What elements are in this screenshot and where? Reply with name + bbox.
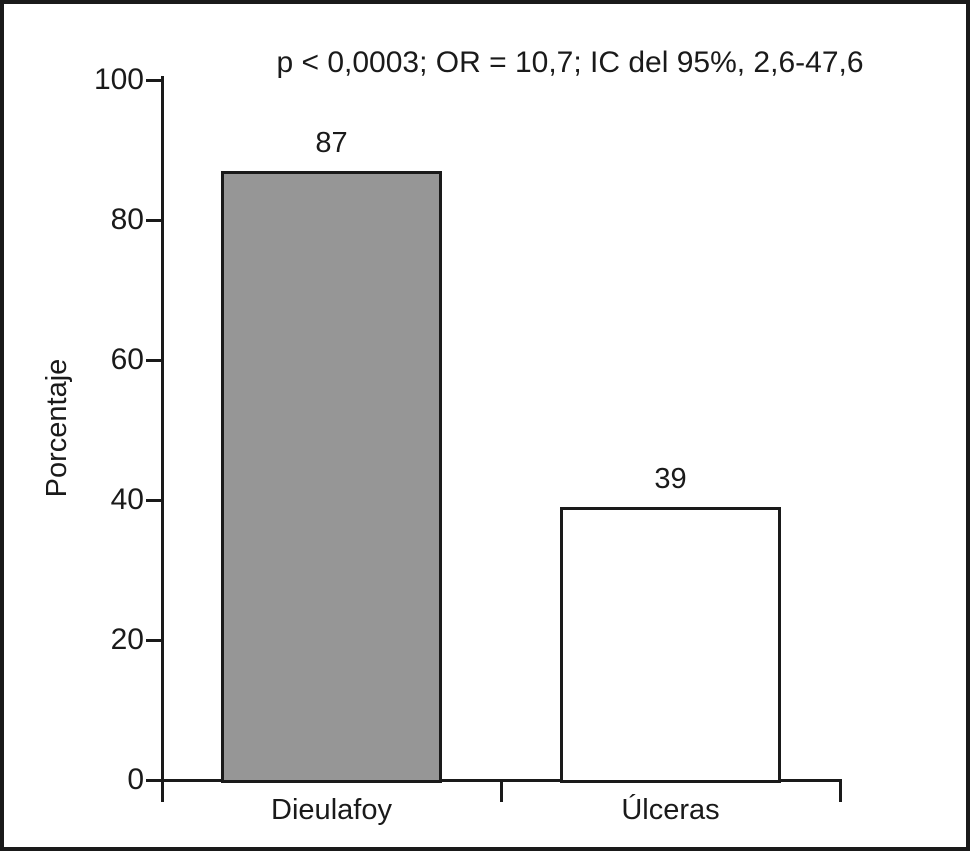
y-tick-mark — [146, 638, 162, 642]
y-tick-mark — [146, 358, 162, 362]
x-category-label-ulceras: Úlceras — [621, 794, 720, 826]
y-tick-label: 20 — [110, 623, 144, 656]
y-tick-mark — [146, 218, 162, 222]
x-tick-mark — [838, 779, 842, 802]
y-tick-label: 0 — [127, 763, 144, 796]
y-tick-mark — [146, 778, 162, 782]
y-tick-label: 100 — [93, 63, 144, 96]
y-tick-mark — [146, 498, 162, 502]
bar-value-label-ulceras: 39 — [654, 463, 687, 495]
bar-dieulafoy — [221, 171, 442, 783]
x-tick-mark — [499, 779, 503, 802]
y-tick-label: 40 — [110, 483, 144, 516]
x-category-label-dieulafoy: Dieulafoy — [271, 794, 392, 826]
y-tick-label: 60 — [110, 343, 144, 376]
y-axis-title: Porcentaje — [41, 358, 73, 498]
x-tick-mark — [160, 779, 164, 802]
y-axis-line — [161, 76, 164, 798]
y-tick-mark — [146, 78, 162, 82]
bar-value-label-dieulafoy: 87 — [315, 127, 348, 159]
y-tick-label: 80 — [110, 203, 144, 236]
chart-title: p < 0,0003; OR = 10,7; IC del 95%, 2,6-4… — [276, 46, 864, 79]
bar-ulceras — [560, 507, 781, 783]
